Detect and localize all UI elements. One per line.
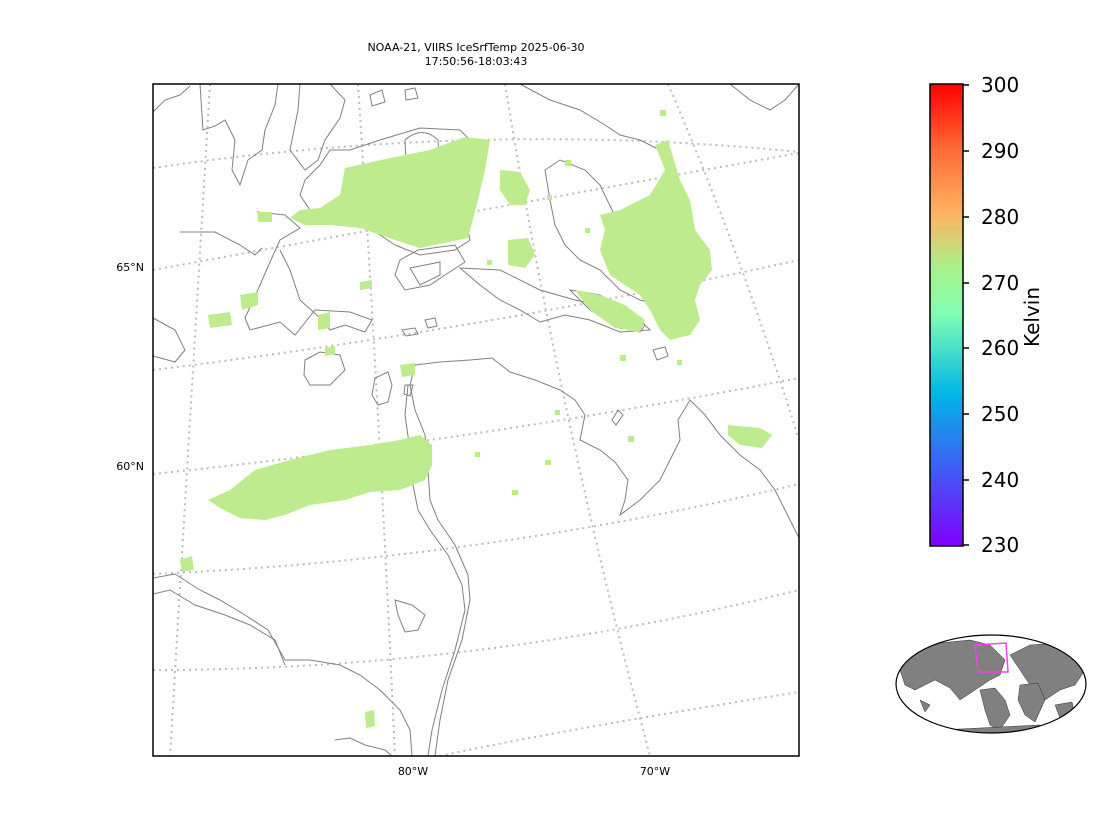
lon-label-80w: 80°W xyxy=(397,765,429,778)
lat-label-65: 65°N xyxy=(116,261,144,274)
colorbar-ticks xyxy=(963,84,969,546)
colorbar-tick-250: 250 xyxy=(981,402,1020,426)
colorbar-tick-290: 290 xyxy=(981,139,1020,163)
map-frame xyxy=(152,83,800,757)
colorbar-tick-280: 280 xyxy=(981,205,1020,229)
colorbar-tick-240: 240 xyxy=(981,468,1020,492)
region-box xyxy=(974,642,1009,673)
title-line-2: 17:50:56-18:03:43 xyxy=(424,55,528,68)
colorbar-tick-270: 270 xyxy=(981,271,1020,295)
colorbar-tick-260: 260 xyxy=(981,336,1020,360)
colorbar-tick-230: 230 xyxy=(981,533,1020,557)
colorbar-label: Kelvin xyxy=(1020,286,1044,348)
lat-label-60: 60°N xyxy=(116,460,144,473)
title-line-1: NOAA-21, VIIRS IceSrfTemp 2025-06-30 xyxy=(367,41,585,54)
ice-temperature-data xyxy=(180,110,772,728)
map-content xyxy=(153,84,799,756)
colorbar-tick-300: 300 xyxy=(981,73,1020,97)
locator-globe xyxy=(895,634,1087,734)
lon-label-70w: 70°W xyxy=(639,765,671,778)
colorbar xyxy=(929,83,964,547)
map-title: NOAA-21, VIIRS IceSrfTemp 2025-06-30 17:… xyxy=(153,41,799,69)
